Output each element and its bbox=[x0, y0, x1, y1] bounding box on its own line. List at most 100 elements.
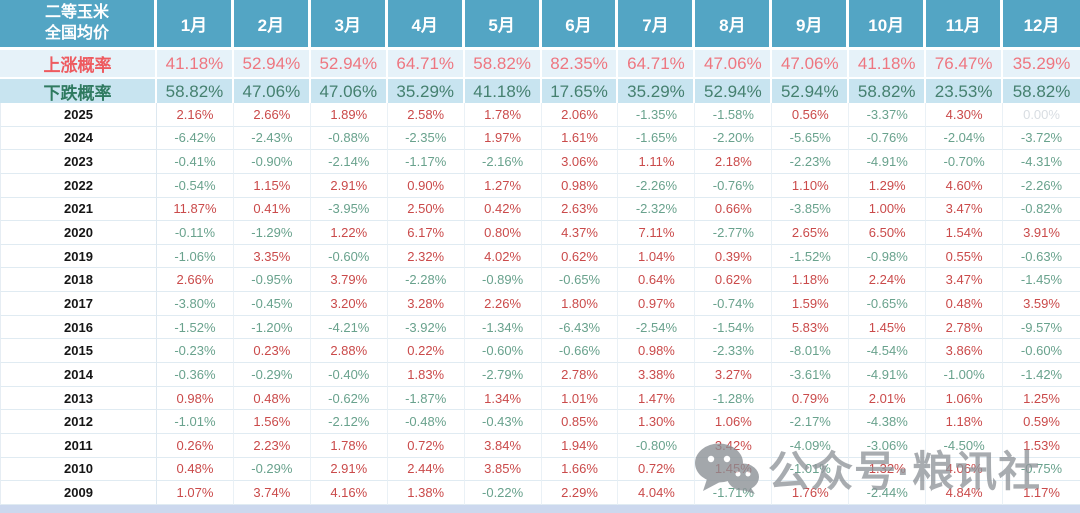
monthly-change-value: -4.54% bbox=[849, 339, 927, 364]
corner-title-line2: 全国均价 bbox=[44, 24, 109, 42]
table-row: 2018 2.66% -0.95% 3.79% -2.28% -0.89% -0.65% 0.… bbox=[0, 268, 1080, 293]
monthly-change-value: 2.91% bbox=[310, 173, 388, 198]
monthly-change-value: -2.79% bbox=[464, 363, 542, 387]
month-header: 6月 bbox=[541, 0, 619, 47]
monthly-change-value: 0.85% bbox=[541, 410, 619, 434]
table-row: 2011 0.26% 2.23% 1.78% 0.72% 3.84% 1.94% -0.80%… bbox=[0, 433, 1080, 458]
monthly-change-value: -4.09% bbox=[772, 433, 850, 458]
monthly-change-value: -2.04% bbox=[926, 126, 1004, 151]
monthly-change-value: 11.87% bbox=[157, 197, 234, 222]
monthly-change-value: -2.26% bbox=[1003, 173, 1080, 198]
monthly-change-value: -2.35% bbox=[387, 126, 465, 151]
table-row: 2019 -1.06% 3.35% -0.60% 2.32% 4.02% 0.62% 1.04… bbox=[0, 244, 1080, 269]
monthly-change-value: 3.59% bbox=[1003, 292, 1080, 316]
monthly-change-value: 2.88% bbox=[310, 339, 388, 364]
monthly-change-value: 2.26% bbox=[464, 292, 542, 316]
monthly-change-value: 1.15% bbox=[233, 173, 311, 198]
fall-probability-value: 35.29% bbox=[387, 79, 465, 104]
corner-header-cell: 二等玉米 全国均价 bbox=[0, 0, 157, 47]
monthly-change-value: 1.11% bbox=[618, 150, 696, 174]
monthly-change-value: 0.80% bbox=[464, 221, 542, 245]
monthly-change-value: -0.65% bbox=[541, 268, 619, 293]
monthly-change-value: 0.42% bbox=[464, 197, 542, 222]
monthly-change-value: -1.52% bbox=[772, 244, 850, 269]
table-header-row: 二等玉米 全国均价 1月 2月 3月 4月 5月 6月 7月 8月 9月 10月 11月 12月 bbox=[0, 0, 1080, 47]
year-label: 2021 bbox=[0, 197, 157, 222]
monthly-change-value: 2.18% bbox=[695, 150, 773, 174]
monthly-change-value: -4.91% bbox=[849, 150, 927, 174]
monthly-change-value: -4.38% bbox=[849, 410, 927, 434]
table-row: 2012 -1.01% 1.56% -2.12% -0.48% -0.43% 0.85% 1.… bbox=[0, 410, 1080, 434]
year-label: 2020 bbox=[0, 221, 157, 245]
monthly-change-value: -4.91% bbox=[849, 363, 927, 387]
monthly-change-value: 2.78% bbox=[926, 315, 1004, 340]
monthly-change-value: 3.84% bbox=[464, 433, 542, 458]
monthly-change-value: 3.86% bbox=[926, 339, 1004, 364]
monthly-change-value: -0.80% bbox=[618, 433, 696, 458]
monthly-change-value: -0.98% bbox=[849, 244, 927, 269]
monthly-change-value: -1.65% bbox=[618, 126, 696, 151]
monthly-change-value: 3.38% bbox=[618, 363, 696, 387]
monthly-change-value: -1.00% bbox=[926, 363, 1004, 387]
monthly-change-value: 4.04% bbox=[618, 481, 696, 505]
monthly-change-value: -6.42% bbox=[157, 126, 234, 151]
monthly-change-value: -2.28% bbox=[387, 268, 465, 293]
table-row: 2009 1.07% 3.74% 4.16% 1.38% -0.22% 2.29% 4.04%… bbox=[0, 481, 1080, 505]
monthly-change-value: -0.66% bbox=[541, 339, 619, 364]
rise-probability-value: 41.18% bbox=[157, 50, 234, 77]
monthly-change-value: 1.54% bbox=[926, 221, 1004, 245]
monthly-change-value: 2.24% bbox=[849, 268, 927, 293]
monthly-change-value: -1.45% bbox=[1003, 268, 1080, 293]
fall-probability-value: 58.82% bbox=[849, 79, 927, 104]
monthly-change-value: -4.21% bbox=[310, 315, 388, 340]
monthly-change-value: 1.18% bbox=[772, 268, 850, 293]
monthly-change-value: -0.29% bbox=[233, 457, 311, 482]
monthly-change-value: 0.72% bbox=[387, 433, 465, 458]
monthly-change-value: 1.25% bbox=[1003, 386, 1080, 411]
rise-probability-row: 上涨概率 41.18% 52.94% 52.94% 64.71% 58.82% 82.35… bbox=[0, 50, 1080, 77]
monthly-change-value: 3.27% bbox=[695, 363, 773, 387]
rise-probability-value: 47.06% bbox=[695, 50, 773, 77]
monthly-change-value: -1.52% bbox=[157, 315, 234, 340]
monthly-change-value: -0.60% bbox=[1003, 339, 1080, 364]
monthly-change-value: 1.83% bbox=[387, 363, 465, 387]
monthly-change-value: -3.72% bbox=[1003, 126, 1080, 151]
monthly-change-value: -1.28% bbox=[695, 386, 773, 411]
monthly-change-value: 3.20% bbox=[310, 292, 388, 316]
monthly-change-value: 7.11% bbox=[618, 221, 696, 245]
year-label: 2024 bbox=[0, 126, 157, 151]
monthly-change-value: 2.66% bbox=[157, 268, 234, 293]
monthly-change-value: -0.43% bbox=[464, 410, 542, 434]
monthly-change-value: -2.32% bbox=[618, 197, 696, 222]
monthly-change-value: -1.71% bbox=[695, 481, 773, 505]
monthly-change-value: -2.43% bbox=[233, 126, 311, 151]
fall-probability-value: 52.94% bbox=[772, 79, 850, 104]
monthly-change-value: 3.28% bbox=[387, 292, 465, 316]
monthly-change-value: 4.37% bbox=[541, 221, 619, 245]
monthly-change-value: -2.23% bbox=[772, 150, 850, 174]
table-row: 2025 2.16% 2.66% 1.89% 2.58% 1.78% 2.06% -1.35%… bbox=[0, 103, 1080, 127]
corner-title-line1: 二等玉米 bbox=[44, 3, 109, 21]
monthly-change-value: -1.20% bbox=[233, 315, 311, 340]
monthly-change-value: -1.01% bbox=[772, 457, 850, 482]
monthly-change-value: -1.87% bbox=[387, 386, 465, 411]
monthly-change-value: 1.00% bbox=[849, 197, 927, 222]
fall-probability-row: 下跌概率 58.82% 47.06% 47.06% 35.29% 41.18% 17.65… bbox=[0, 79, 1080, 104]
month-header: 7月 bbox=[618, 0, 696, 47]
monthly-change-value: 1.45% bbox=[849, 315, 927, 340]
monthly-change-value: -1.35% bbox=[618, 103, 696, 127]
year-label: 2023 bbox=[0, 150, 157, 174]
year-label: 2016 bbox=[0, 315, 157, 340]
monthly-change-value: -3.80% bbox=[157, 292, 234, 316]
monthly-change-value: 3.35% bbox=[233, 244, 311, 269]
monthly-change-value: 1.45% bbox=[695, 457, 773, 482]
monthly-change-value: -0.48% bbox=[387, 410, 465, 434]
monthly-change-value: 0.62% bbox=[541, 244, 619, 269]
monthly-change-value: -3.06% bbox=[849, 433, 927, 458]
monthly-change-value: 1.34% bbox=[464, 386, 542, 411]
rise-probability-label: 上涨概率 bbox=[0, 50, 157, 77]
monthly-change-value: 1.06% bbox=[695, 410, 773, 434]
monthly-change-value: 3.06% bbox=[541, 150, 619, 174]
monthly-change-value: 1.30% bbox=[618, 410, 696, 434]
